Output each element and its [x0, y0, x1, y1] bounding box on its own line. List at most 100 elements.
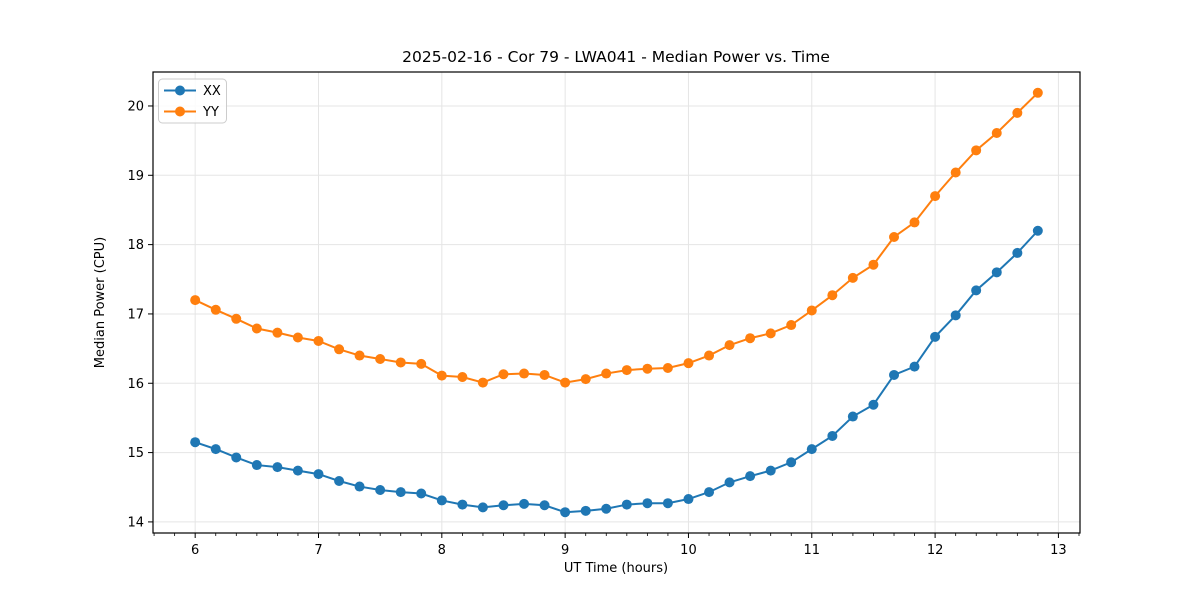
gridlines: [153, 72, 1080, 533]
series-yy-marker: [642, 363, 653, 374]
series-xx-marker: [806, 444, 817, 455]
series-yy-marker: [395, 357, 406, 368]
series-xx-marker: [642, 498, 653, 509]
series-yy-marker: [1012, 107, 1023, 118]
chart-title: 2025-02-16 - Cor 79 - LWA041 - Median Po…: [402, 48, 830, 66]
series-xx: [190, 225, 1043, 518]
x-tick-label: 12: [927, 543, 944, 558]
series-yy-marker: [868, 259, 879, 270]
series-xx-marker: [416, 488, 427, 499]
y-tick-label: 19: [127, 169, 144, 184]
series-xx-marker: [292, 465, 303, 476]
series-xx-marker: [662, 498, 673, 509]
series-yy-marker: [251, 323, 262, 334]
y-tick-label: 16: [127, 377, 144, 392]
series-yy-marker: [210, 304, 221, 315]
series-yy-marker: [560, 377, 571, 388]
series-xx-marker: [847, 411, 858, 422]
series-xx-marker: [395, 487, 406, 498]
series-yy-marker: [971, 145, 982, 156]
series-xx-marker: [991, 267, 1002, 278]
series-yy-marker: [991, 128, 1002, 138]
series-xx-marker: [704, 487, 715, 498]
series-yy-marker: [539, 369, 550, 380]
series-xx-marker: [354, 481, 365, 492]
series-yy-marker: [806, 305, 817, 316]
series-yy-marker: [1032, 87, 1043, 98]
series-yy-marker: [827, 290, 838, 301]
series-xx-marker: [683, 494, 694, 505]
series-xx-marker: [210, 444, 221, 455]
legend: XX YY: [158, 78, 227, 124]
series-yy-marker: [375, 354, 386, 364]
series-xx-marker: [930, 331, 941, 342]
series-yy-marker: [662, 363, 673, 374]
series-xx-marker: [190, 437, 201, 448]
y-axis-ticks: 14 15 16 17 18 19 20: [127, 99, 153, 530]
series-xx-marker: [621, 499, 632, 510]
series-yy-marker: [889, 231, 900, 242]
legend-entry-yy: YY: [164, 105, 219, 120]
series-xx-marker: [560, 507, 571, 518]
series-yy-marker: [519, 368, 530, 379]
series-yy-marker: [601, 368, 612, 379]
series-yy-marker: [580, 374, 591, 385]
series-xx-marker: [375, 485, 386, 496]
series-xx-marker: [519, 498, 530, 509]
series-xx-marker: [765, 465, 776, 476]
x-tick-label: 8: [438, 543, 446, 558]
series-xx-marker: [498, 500, 509, 511]
series-xx-marker: [950, 310, 961, 321]
series-xx-marker: [827, 430, 838, 441]
y-tick-label: 18: [127, 238, 144, 253]
x-tick-label: 10: [680, 543, 697, 558]
legend-entry-xx: XX: [164, 84, 221, 99]
series-xx-marker: [457, 499, 468, 510]
series-xx-marker: [580, 505, 591, 516]
legend-marker-sample: [175, 85, 185, 96]
y-tick-label: 14: [127, 515, 144, 530]
series-yy-marker: [457, 372, 468, 383]
series-yy-marker: [745, 333, 756, 344]
series-xx-marker: [334, 476, 345, 487]
series-yy-marker: [231, 313, 242, 324]
series-yy-marker: [272, 327, 283, 338]
plot-frame: [152, 71, 1081, 534]
y-tick-label: 15: [127, 446, 144, 461]
x-tick-label: 6: [191, 543, 199, 558]
series-yy-marker: [313, 335, 324, 346]
x-tick-label: 9: [561, 543, 569, 558]
series-xx-marker: [436, 495, 447, 506]
series-xx-marker: [313, 469, 324, 480]
series-xx-marker: [1032, 225, 1043, 236]
series-xx-marker: [231, 452, 242, 463]
series-yy-marker: [477, 377, 488, 388]
x-axis-ticks: 6 7 8 9 10 11 12 13: [153, 533, 1080, 558]
series-xx-marker: [272, 462, 283, 473]
series-yy-marker: [683, 358, 694, 369]
series-xx-marker: [724, 477, 735, 488]
y-tick-label: 17: [127, 307, 144, 322]
series-xx-marker: [745, 471, 756, 482]
series-yy-marker: [292, 332, 303, 343]
legend-label: YY: [202, 105, 219, 120]
x-tick-label: 13: [1050, 543, 1067, 558]
series-yy-marker: [498, 369, 509, 380]
series-yy: [190, 87, 1043, 388]
y-tick-label: 20: [127, 99, 144, 114]
series-xx-marker: [539, 500, 550, 511]
series-xx-marker: [909, 361, 920, 372]
legend-marker-sample: [175, 106, 185, 117]
series-xx-marker: [868, 399, 879, 410]
x-tick-label: 7: [314, 543, 322, 558]
series-group: [190, 87, 1043, 518]
series-xx-marker: [601, 503, 612, 514]
x-axis-label: UT Time (hours): [564, 561, 668, 576]
series-xx-marker: [889, 369, 900, 380]
series-yy-marker: [621, 365, 632, 376]
series-yy-marker: [950, 167, 961, 178]
series-xx-marker: [786, 457, 797, 468]
series-xx-marker: [1012, 247, 1023, 258]
series-yy-marker: [334, 344, 345, 355]
